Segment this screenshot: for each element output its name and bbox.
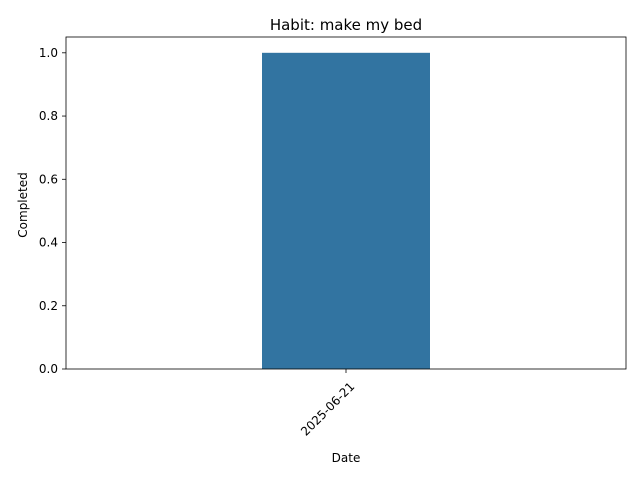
y-tick-label: 1.0 [39, 46, 58, 60]
y-tick-label: 0.2 [39, 299, 58, 313]
bar-2025-06-21 [262, 52, 430, 370]
y-tick-label: 0.4 [39, 236, 58, 250]
y-axis-label: Completed [16, 172, 30, 237]
y-tick-label: 0.6 [39, 172, 58, 186]
x-tick-label: 2025-06-21 [298, 379, 357, 438]
bars-layer [262, 52, 430, 370]
y-tick-label: 0.0 [39, 362, 58, 376]
x-axis-label: Date [332, 451, 361, 465]
chart-title: Habit: make my bed [270, 16, 422, 34]
y-tick-label: 0.8 [39, 109, 58, 123]
